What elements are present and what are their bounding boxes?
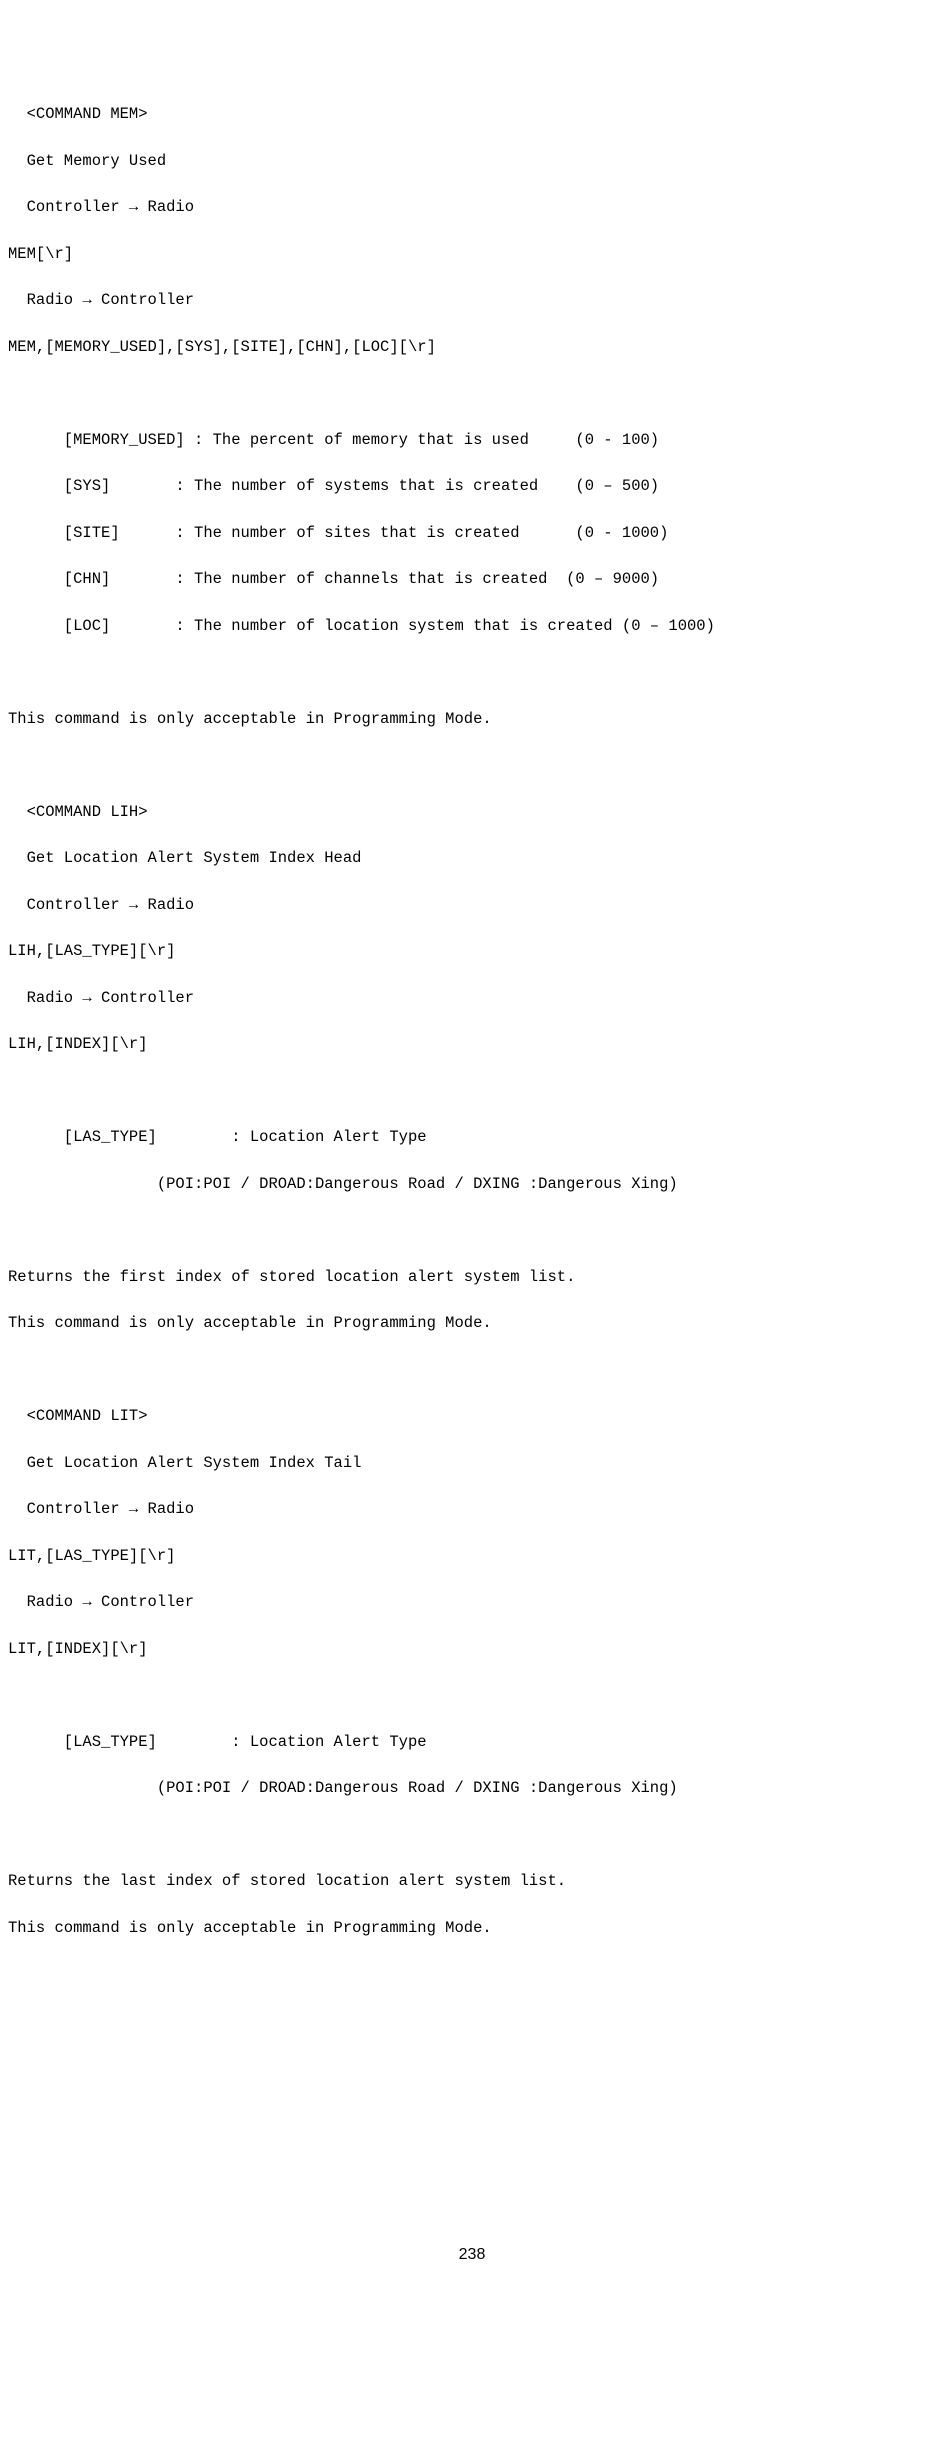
lit-note-2: This command is only acceptable in Progr…	[8, 1917, 936, 1940]
mem-note: This command is only acceptable in Progr…	[8, 708, 936, 731]
blank-line	[8, 1080, 936, 1103]
blank-line	[8, 754, 936, 777]
lih-param-las-type-values: (POI:POI / DROAD:Dangerous Road / DXING …	[8, 1173, 936, 1196]
lit-param-las-type-values: (POI:POI / DROAD:Dangerous Road / DXING …	[8, 1777, 936, 1800]
lit-title: Get Location Alert System Index Tail	[8, 1452, 936, 1475]
blank-line	[8, 1359, 936, 1382]
lih-note-2: This command is only acceptable in Progr…	[8, 1312, 936, 1335]
lih-request: LIH,[LAS_TYPE][\r]	[8, 940, 936, 963]
blank-line	[8, 661, 936, 684]
mem-header: <COMMAND MEM>	[8, 103, 936, 126]
lit-ctrl-to-radio: Controller → Radio	[8, 1498, 936, 1521]
lih-param-las-type: [LAS_TYPE] : Location Alert Type	[8, 1126, 936, 1149]
mem-radio-to-ctrl: Radio → Controller	[8, 289, 936, 312]
blank-line	[8, 1219, 936, 1242]
lih-radio-to-ctrl: Radio → Controller	[8, 987, 936, 1010]
lih-response: LIH,[INDEX][\r]	[8, 1033, 936, 1056]
blank-line	[8, 1824, 936, 1847]
blank-line	[8, 382, 936, 405]
mem-title: Get Memory Used	[8, 150, 936, 173]
mem-param-chn: [CHN] : The number of channels that is c…	[8, 568, 936, 591]
lih-ctrl-to-radio: Controller → Radio	[8, 894, 936, 917]
lit-request: LIT,[LAS_TYPE][\r]	[8, 1545, 936, 1568]
mem-param-loc: [LOC] : The number of location system th…	[8, 615, 936, 638]
mem-ctrl-to-radio: Controller → Radio	[8, 196, 936, 219]
lih-note-1: Returns the first index of stored locati…	[8, 1266, 936, 1289]
document-page: <COMMAND MEM> Get Memory Used Controller…	[8, 80, 936, 2291]
mem-param-site: [SITE] : The number of sites that is cre…	[8, 522, 936, 545]
lit-radio-to-ctrl: Radio → Controller	[8, 1591, 936, 1614]
mem-request: MEM[\r]	[8, 243, 936, 266]
page-number: 238	[8, 2243, 936, 2267]
mem-response: MEM,[MEMORY_USED],[SYS],[SITE],[CHN],[LO…	[8, 336, 936, 359]
mem-param-sys: [SYS] : The number of systems that is cr…	[8, 475, 936, 498]
lit-param-las-type: [LAS_TYPE] : Location Alert Type	[8, 1731, 936, 1754]
lit-response: LIT,[INDEX][\r]	[8, 1638, 936, 1661]
lih-header: <COMMAND LIH>	[8, 801, 936, 824]
lih-title: Get Location Alert System Index Head	[8, 847, 936, 870]
lit-header: <COMMAND LIT>	[8, 1405, 936, 1428]
mem-param-memory-used: [MEMORY_USED] : The percent of memory th…	[8, 429, 936, 452]
lit-note-1: Returns the last index of stored locatio…	[8, 1870, 936, 1893]
blank-line	[8, 1684, 936, 1707]
